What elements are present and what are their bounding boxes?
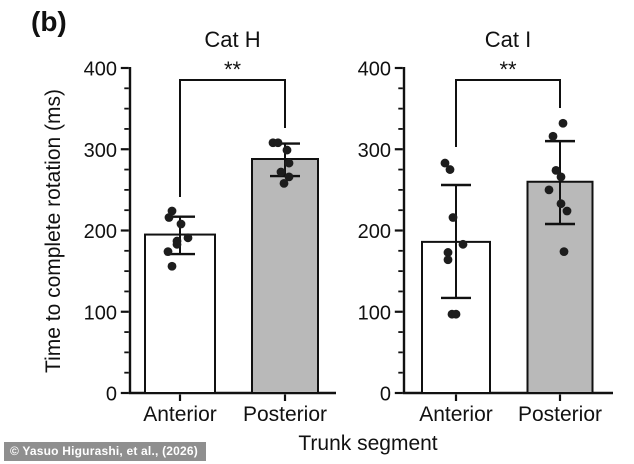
panel-label: (b) bbox=[31, 6, 67, 37]
y-tick-label: 400 bbox=[358, 59, 391, 81]
y-tick-label: 0 bbox=[106, 384, 117, 406]
y-tick-label: 200 bbox=[358, 221, 391, 243]
x-category-label: Anterior bbox=[419, 403, 493, 426]
significance-stars: ** bbox=[224, 57, 242, 82]
x-axis-label: Trunk segment bbox=[298, 432, 437, 455]
y-tick-label: 300 bbox=[358, 140, 391, 162]
chart-title: Cat H bbox=[204, 27, 260, 52]
x-category-label: Posterior bbox=[243, 403, 327, 426]
x-category-label: Posterior bbox=[518, 403, 602, 426]
data-point bbox=[282, 145, 292, 155]
data-point bbox=[172, 239, 182, 249]
y-tick-label: 100 bbox=[84, 302, 117, 324]
data-point bbox=[562, 206, 572, 216]
data-point bbox=[279, 178, 289, 188]
data-point bbox=[559, 247, 569, 257]
data-point bbox=[273, 138, 283, 148]
data-point bbox=[548, 131, 558, 141]
data-point bbox=[556, 199, 566, 209]
data-point bbox=[176, 219, 186, 229]
chart-title: Cat I bbox=[485, 27, 531, 52]
y-tick-label: 200 bbox=[84, 221, 117, 243]
data-point bbox=[284, 158, 294, 168]
data-point bbox=[551, 165, 561, 175]
data-point bbox=[276, 167, 286, 177]
data-point bbox=[451, 309, 461, 319]
data-point bbox=[448, 213, 458, 222]
data-point bbox=[167, 261, 177, 271]
y-tick-label: 0 bbox=[380, 384, 391, 406]
data-point bbox=[458, 239, 468, 249]
data-point bbox=[440, 158, 450, 168]
significance-stars: ** bbox=[499, 57, 517, 82]
data-point bbox=[445, 165, 455, 174]
significance-bracket bbox=[179, 79, 286, 197]
data-point bbox=[164, 213, 174, 222]
bar-anterior bbox=[144, 233, 216, 394]
bar-posterior bbox=[251, 158, 319, 394]
data-point bbox=[443, 255, 453, 265]
data-point bbox=[556, 172, 566, 182]
chart-cat-h: 0 100 200 300 400 Anterior Posterior ** Cat H bbox=[84, 27, 336, 426]
chart-cat-i: 0 100 200 300 400 Anterior Posterior ** Cat I bbox=[358, 27, 613, 426]
significance-bracket bbox=[455, 79, 561, 147]
watermark-credit: © Yasuo Higurashi, et al., (2026) bbox=[4, 442, 206, 461]
x-category-label: Anterior bbox=[143, 403, 217, 426]
y-tick-label: 400 bbox=[84, 59, 117, 81]
data-point bbox=[183, 233, 193, 243]
data-point bbox=[284, 172, 294, 182]
y-tick-label: 100 bbox=[358, 302, 391, 324]
data-point bbox=[163, 247, 173, 257]
data-point bbox=[443, 248, 453, 257]
data-point bbox=[544, 185, 554, 195]
y-axis-label: Time to complete rotation (ms) bbox=[42, 89, 65, 373]
y-tick-label: 300 bbox=[84, 140, 117, 162]
data-point bbox=[558, 118, 568, 128]
